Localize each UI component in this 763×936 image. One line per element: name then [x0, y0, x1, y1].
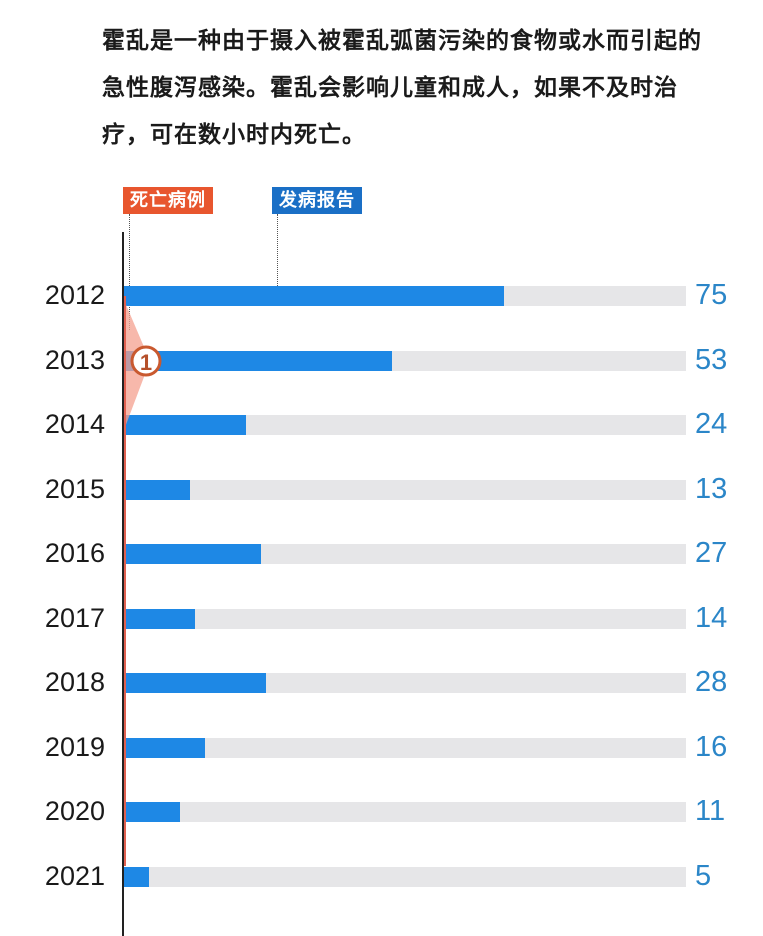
y-tick-label: 2014	[44, 409, 105, 439]
bar-cases	[124, 544, 261, 564]
data-label: 28	[695, 666, 728, 698]
y-tick-label: 2018	[44, 667, 105, 697]
intro-paragraph: 霍乱是一种由于摄入被霍乱弧菌污染的食物或水而引起的急性腹泻感染。霍乱会影响儿童和…	[102, 28, 702, 148]
bar-cases	[124, 350, 393, 371]
deaths-axis-line	[124, 296, 126, 866]
y-tick-label: 2015	[44, 473, 105, 504]
bar-track	[124, 415, 686, 435]
bar-track	[124, 479, 686, 500]
bar-cases	[124, 286, 504, 306]
deaths-leader-line	[129, 214, 130, 330]
bar-cases	[124, 802, 180, 822]
cases-leader-line	[277, 214, 278, 296]
data-label: 11	[695, 795, 726, 827]
y-tick-label: 2017	[44, 602, 105, 633]
data-label: 5	[695, 859, 712, 892]
data-label: 27	[695, 537, 728, 569]
bar-track	[124, 802, 686, 822]
death-marker-label: 1	[140, 350, 152, 375]
y-tick-label: 2012	[44, 280, 105, 310]
bar-track	[124, 608, 686, 629]
legend-deaths-tag: 死亡病例	[123, 187, 213, 214]
data-label: 16	[695, 730, 728, 763]
bar-track	[124, 737, 686, 758]
y-tick-label: 2020	[44, 796, 105, 826]
bar-cases	[124, 479, 190, 500]
y-tick-label: 2016	[44, 538, 105, 568]
death-marker: 1	[130, 345, 162, 377]
bar-cases	[124, 608, 195, 629]
data-label: 13	[695, 472, 728, 505]
data-label: 14	[695, 601, 728, 634]
y-tick-label: 2013	[44, 344, 105, 375]
y-tick-label: 2019	[44, 731, 105, 762]
legend-cases-tag: 发病报告	[272, 187, 362, 214]
bar-track	[124, 866, 686, 887]
bar-track	[124, 544, 686, 564]
data-label: 75	[695, 279, 728, 311]
bar-cases	[124, 673, 266, 693]
bar-cases	[124, 415, 246, 435]
y-axis-line	[122, 232, 124, 936]
data-label: 24	[695, 408, 728, 440]
bar-cases	[124, 737, 205, 758]
bar-cases	[124, 866, 150, 887]
data-label: 53	[695, 343, 728, 376]
y-tick-label: 2021	[44, 860, 105, 891]
